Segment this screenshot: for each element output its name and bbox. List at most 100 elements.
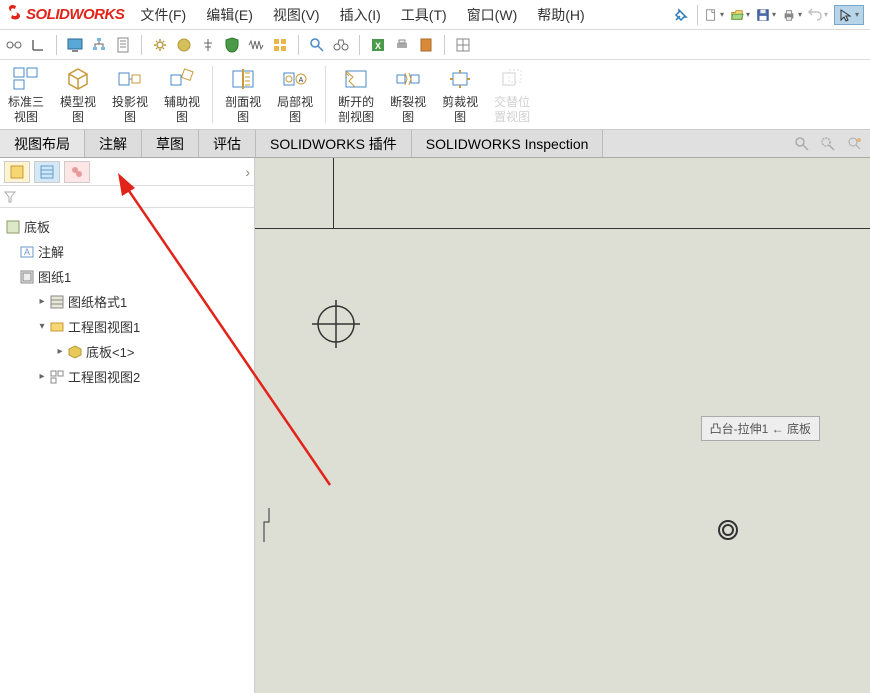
tree-annotations[interactable]: A 注解 <box>4 239 250 264</box>
separator <box>298 35 299 55</box>
drawing-edge-horizontal <box>255 228 870 229</box>
search-help-icon[interactable] <box>844 134 864 154</box>
pin-icon[interactable] <box>671 5 691 25</box>
collapse-arrow[interactable]: ▸ <box>54 346 66 357</box>
sidebar-tab-property[interactable] <box>34 161 60 183</box>
shield-icon[interactable] <box>222 35 242 55</box>
sidebar-filter[interactable] <box>0 186 254 208</box>
ribbon-standard-three-view[interactable]: 标准三视图 <box>0 60 52 129</box>
sheet-icon <box>18 269 36 285</box>
menu-tools[interactable]: 工具(T) <box>391 0 457 29</box>
ribbon-section-view[interactable]: 剖面视图 <box>217 60 269 129</box>
zoom-icon[interactable] <box>307 35 327 55</box>
menu-window[interactable]: 窗口(W) <box>457 0 528 29</box>
doc-icon[interactable] <box>113 35 133 55</box>
svg-text:A: A <box>24 247 30 257</box>
sidebar-tab-config[interactable] <box>64 161 90 183</box>
menu-items: 文件(F) 编辑(E) 视图(V) 插入(I) 工具(T) 窗口(W) 帮助(H… <box>130 0 594 29</box>
menu-insert[interactable]: 插入(I) <box>330 0 391 29</box>
excel-icon[interactable]: X <box>368 35 388 55</box>
ribbon-detail-view[interactable]: A 局部视图 <box>269 60 321 129</box>
part-icon <box>66 344 84 360</box>
collapse-arrow[interactable]: ▸ <box>36 296 48 307</box>
app-name: SOLIDWORKS <box>26 6 124 23</box>
separator <box>212 66 213 123</box>
tab-evaluate[interactable]: 评估 <box>199 130 256 157</box>
svg-text:A: A <box>299 77 304 84</box>
search-icon[interactable] <box>792 134 812 154</box>
drawing-canvas[interactable]: 凸台-拉伸1 ← 底板 <box>255 158 870 693</box>
sheet-icon[interactable] <box>416 35 436 55</box>
app-logo: SOLIDWORKS <box>0 3 130 26</box>
tree-drawing-view-2[interactable]: ▸ 工程图视图2 <box>4 364 250 389</box>
scale-icon[interactable] <box>198 35 218 55</box>
select-icon[interactable]: ▾ <box>834 5 864 25</box>
feature-tree-panel: › 底板 A 注解 图纸1 ▸ 图纸格式1 ▾ <box>0 158 255 693</box>
menu-view[interactable]: 视图(V) <box>263 0 330 29</box>
quick-access: ▾ ▾ ▾ ▾ ▾ ▾ <box>671 5 870 25</box>
main-split: › 底板 A 注解 图纸1 ▸ 图纸格式1 ▾ <box>0 158 870 693</box>
drawing-edge-vertical <box>333 158 334 228</box>
undo-icon[interactable]: ▾ <box>808 5 828 25</box>
tree-drawing-view-1[interactable]: ▾ 工程图视图1 <box>4 314 250 339</box>
view-icon <box>48 319 66 335</box>
grid-icon[interactable] <box>453 35 473 55</box>
collapse-arrow[interactable]: ▾ <box>36 321 48 332</box>
tab-sketch[interactable]: 草图 <box>142 130 199 157</box>
print2-icon[interactable] <box>392 35 412 55</box>
svg-text:X: X <box>375 41 381 51</box>
separator <box>141 35 142 55</box>
expand-icon[interactable]: › <box>245 164 250 180</box>
origin-marker <box>310 298 362 353</box>
ribbon-broken-out-section[interactable]: 断开的剖视图 <box>330 60 382 129</box>
ribbon: 标准三视图 模型视图 投影视图 辅助视图 剖面视图 A 局部视图 断开的剖视图 … <box>0 60 870 130</box>
format-icon <box>48 294 66 310</box>
tree-sheet-format[interactable]: ▸ 图纸格式1 <box>4 289 250 314</box>
drawing-icon <box>4 219 22 235</box>
new-icon[interactable]: ▾ <box>704 5 724 25</box>
monitor-icon[interactable] <box>65 35 85 55</box>
hierarchy-icon[interactable] <box>89 35 109 55</box>
command-tabs: 视图布局 注解 草图 评估 SOLIDWORKS 插件 SOLIDWORKS I… <box>0 130 870 158</box>
ribbon-alternate-position: 交替位置视图 <box>486 60 538 129</box>
logo-glyph <box>6 3 24 26</box>
print-icon[interactable]: ▾ <box>782 5 802 25</box>
tab-addins[interactable]: SOLIDWORKS 插件 <box>256 130 412 157</box>
separator <box>325 66 326 123</box>
gear-icon[interactable] <box>150 35 170 55</box>
tab-annotation[interactable]: 注解 <box>85 130 142 157</box>
save-icon[interactable]: ▾ <box>756 5 776 25</box>
sidebar-tab-feature[interactable] <box>4 161 30 183</box>
binoculars-icon[interactable] <box>331 35 351 55</box>
menu-edit[interactable]: 编辑(E) <box>196 0 263 29</box>
top-menu-bar: SOLIDWORKS 文件(F) 编辑(E) 视图(V) 插入(I) 工具(T)… <box>0 0 870 30</box>
ribbon-model-view[interactable]: 模型视图 <box>52 60 104 129</box>
collapse-arrow[interactable]: ▸ <box>36 371 48 382</box>
menu-file[interactable]: 文件(F) <box>130 0 196 29</box>
menu-help[interactable]: 帮助(H) <box>527 0 594 29</box>
tabs-right-tools <box>792 130 870 157</box>
blocks-icon[interactable] <box>270 35 290 55</box>
open-icon[interactable]: ▾ <box>730 5 750 25</box>
angle-icon[interactable] <box>28 35 48 55</box>
feature-tooltip: 凸台-拉伸1 ← 底板 <box>701 416 820 441</box>
waveform-icon[interactable] <box>246 35 266 55</box>
ribbon-projected-view[interactable]: 投影视图 <box>104 60 156 129</box>
annotation-target <box>716 518 740 545</box>
ribbon-crop-view[interactable]: 剪裁视图 <box>434 60 486 129</box>
ribbon-auxiliary-view[interactable]: 辅助视图 <box>156 60 208 129</box>
separator <box>359 35 360 55</box>
tree-part[interactable]: ▸ 底板<1> <box>4 339 250 364</box>
tree-sheet[interactable]: 图纸1 <box>4 264 250 289</box>
render-icon[interactable] <box>174 35 194 55</box>
separator <box>697 5 698 25</box>
ribbon-break-view[interactable]: 断裂视图 <box>382 60 434 129</box>
separator <box>56 35 57 55</box>
tab-inspection[interactable]: SOLIDWORKS Inspection <box>412 130 604 157</box>
sidebar-tabs: › <box>0 158 254 186</box>
tree-root[interactable]: 底板 <box>4 214 250 239</box>
search-opt-icon[interactable] <box>818 134 838 154</box>
tab-view-layout[interactable]: 视图布局 <box>0 130 85 157</box>
glasses-icon[interactable] <box>4 35 24 55</box>
small-toolbar: X <box>0 30 870 60</box>
